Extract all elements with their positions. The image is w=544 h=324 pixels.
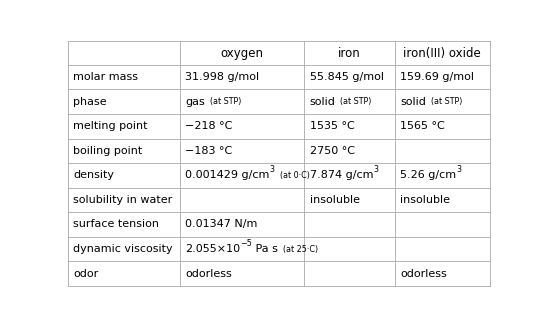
Text: oxygen: oxygen bbox=[220, 47, 263, 60]
Text: solubility in water: solubility in water bbox=[73, 195, 173, 205]
Text: 2750 °C: 2750 °C bbox=[310, 146, 355, 156]
Text: (at STP): (at STP) bbox=[205, 97, 242, 106]
Text: insoluble: insoluble bbox=[310, 195, 360, 205]
Text: (at 0·C): (at 0·C) bbox=[275, 171, 310, 180]
Text: 159.69 g/mol: 159.69 g/mol bbox=[400, 72, 474, 82]
Text: melting point: melting point bbox=[73, 121, 148, 131]
Text: (at 25·C): (at 25·C) bbox=[278, 245, 318, 253]
Text: solid: solid bbox=[400, 97, 426, 107]
Text: 1535 °C: 1535 °C bbox=[310, 121, 354, 131]
Text: (at STP): (at STP) bbox=[336, 97, 372, 106]
Text: −183 °C: −183 °C bbox=[185, 146, 232, 156]
Text: iron: iron bbox=[338, 47, 361, 60]
Text: 7.874 g/cm: 7.874 g/cm bbox=[310, 170, 373, 180]
Text: odorless: odorless bbox=[400, 269, 447, 279]
Text: solid: solid bbox=[310, 97, 336, 107]
Text: density: density bbox=[73, 170, 114, 180]
Text: molar mass: molar mass bbox=[73, 72, 139, 82]
Text: surface tension: surface tension bbox=[73, 219, 159, 229]
Text: dynamic viscosity: dynamic viscosity bbox=[73, 244, 173, 254]
Text: odor: odor bbox=[73, 269, 98, 279]
Text: phase: phase bbox=[73, 97, 107, 107]
Text: 3: 3 bbox=[270, 165, 275, 174]
Text: iron(III) oxide: iron(III) oxide bbox=[403, 47, 481, 60]
Text: 31.998 g/mol: 31.998 g/mol bbox=[185, 72, 259, 82]
Text: 3: 3 bbox=[373, 165, 378, 174]
Text: boiling point: boiling point bbox=[73, 146, 143, 156]
Text: gas: gas bbox=[185, 97, 205, 107]
Text: 2.055×10: 2.055×10 bbox=[185, 244, 240, 254]
Text: 5.26 g/cm: 5.26 g/cm bbox=[400, 170, 456, 180]
Text: Pa s: Pa s bbox=[252, 244, 278, 254]
Text: 0.001429 g/cm: 0.001429 g/cm bbox=[185, 170, 270, 180]
Text: 3: 3 bbox=[456, 165, 461, 174]
Text: insoluble: insoluble bbox=[400, 195, 450, 205]
Text: 55.845 g/mol: 55.845 g/mol bbox=[310, 72, 384, 82]
Text: −5: −5 bbox=[240, 239, 252, 248]
Text: 0.01347 N/m: 0.01347 N/m bbox=[185, 219, 257, 229]
Text: 1565 °C: 1565 °C bbox=[400, 121, 445, 131]
Text: (at STP): (at STP) bbox=[426, 97, 462, 106]
Text: odorless: odorless bbox=[185, 269, 232, 279]
Text: −218 °C: −218 °C bbox=[185, 121, 233, 131]
